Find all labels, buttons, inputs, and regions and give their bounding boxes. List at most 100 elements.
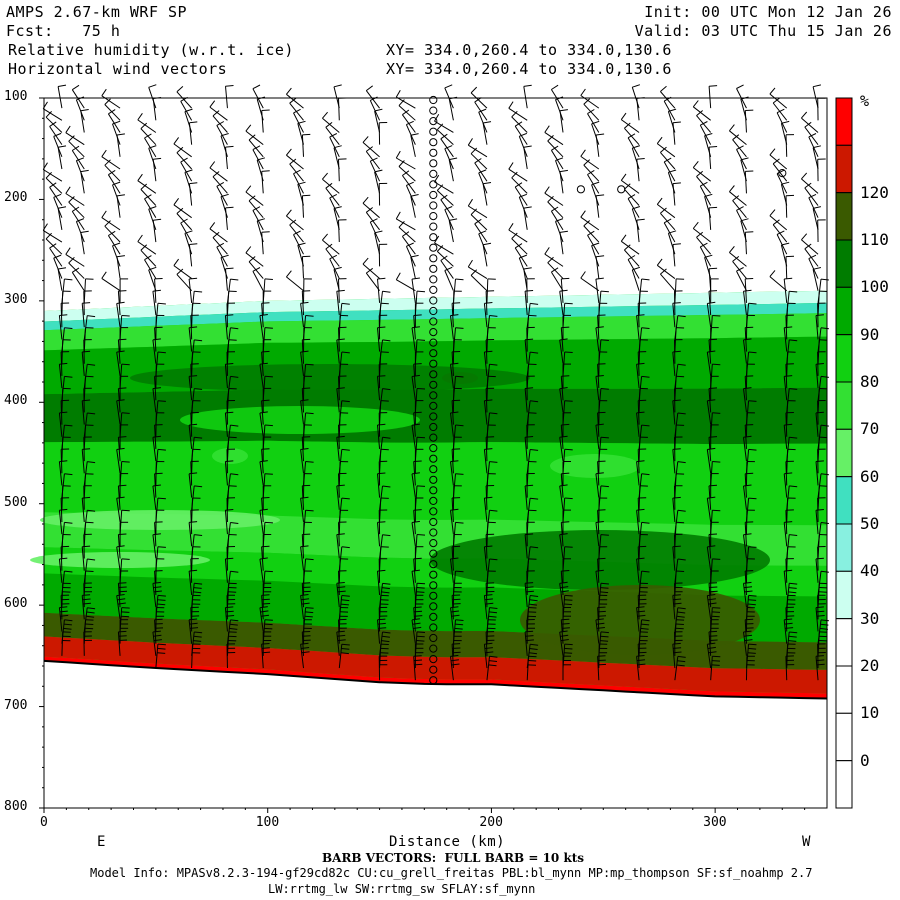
colorbar-bin [835,286,853,336]
field-title-wind: Horizontal wind vectors [8,60,228,78]
calm-circle [429,412,438,421]
calm-circle [429,285,438,294]
calm-circle [429,591,438,600]
calm-circle [429,127,438,136]
calm-circle [429,612,438,622]
barb-column-16 [620,84,650,681]
colorbar-bin [835,476,853,525]
y-tick-label: 200 [4,190,28,206]
colorbar-level-label: 10 [860,703,880,723]
rh-patch-1 [550,454,640,478]
calm-circle [429,507,438,516]
barb-column-5 [209,85,239,669]
calm-circle [429,296,438,305]
colorbar-bin [835,428,853,478]
barb-column-20 [769,87,798,681]
calm-circle [429,539,438,548]
x-tick-label: 100 [255,815,280,830]
calm-circle [429,212,438,221]
colorbar-level-label: 40 [860,561,880,581]
init-time: Init: 00 UTC Mon 12 Jan 26 [644,3,892,21]
rh-patch-2 [180,406,420,434]
rh-band-0 [44,290,827,322]
calm-circle [429,444,438,453]
calm-circle [429,370,438,379]
y-tick-label: 700 [4,697,28,713]
calm-circle [429,328,438,337]
calm-circle [429,475,438,484]
calm-circle [429,602,438,611]
x-left-end-label: E [97,834,106,850]
calm-circle [429,570,438,579]
model-info-line-1: Model Info: MPASv8.2.3-194-gf29cd82c CU:… [90,866,813,880]
barb-column-7 [286,87,314,669]
rh-band-1 [44,302,827,331]
calm-circle-upper-2 [778,169,787,178]
calm-circle-upper-1 [617,185,626,194]
calm-circle [429,581,438,590]
colorbar-level-label: 20 [860,656,880,675]
colorbar-bin [835,334,853,383]
colorbar-unit: % [860,92,870,110]
calm-circle [429,148,438,157]
calm-circle [429,169,438,178]
calm-circle [429,306,438,316]
barb-column-18 [692,85,721,681]
colorbar-level-label: 0 [860,750,870,770]
barb-note: BARB VECTORS: FULL BARB = 10 kts [322,851,585,865]
barb-column-0 [42,84,73,656]
calm-circle [429,254,438,263]
colorbar-level-label: 90 [860,324,880,344]
y-tick-label: 400 [4,393,28,409]
rh-band-2 [44,313,827,351]
barb-column-1 [65,84,96,656]
calm-circle [429,633,438,643]
barb-column-21 [801,84,829,681]
forecast-hour: Fcst: 75 h [6,22,121,40]
colorbar-bin [835,192,853,241]
calm-circle [429,549,438,558]
calm-circle [429,233,438,242]
barb-column-9 [362,85,391,681]
calm-circle [429,275,438,284]
colorbar-level-label: 70 [860,419,880,439]
barb-column-13 [508,84,539,681]
calm-circle [429,201,438,210]
calm-circle [429,264,438,273]
calm-circle [429,190,438,200]
calm-circle [429,243,438,252]
calm-circle [429,380,438,389]
colorbar-level-label: 60 [860,466,880,486]
cross-section-endpoints-1: XY= 334.0,260.4 to 334.0,130.6 [386,41,672,59]
rh-band-11 [44,656,827,699]
calm-circle [429,422,438,432]
barb-column-4 [173,86,203,669]
y-tick-label: 600 [4,596,28,612]
barb-column-15 [580,88,609,681]
rh-patch-7 [30,552,210,568]
x-tick-label: 0 [40,815,48,830]
colorbar-bin [835,144,853,194]
calm-circle [429,623,438,632]
calm-circle [429,486,438,495]
calm-circle [429,180,438,189]
valid-time: Valid: 03 UTC Thu 15 Jan 26 [634,22,892,40]
calm-wind-circles [429,95,787,685]
calm-circle [429,644,438,653]
y-tick-label: 800 [4,799,28,814]
x-axis-title: Distance (km) [389,834,506,850]
barb-column-10 [395,89,426,681]
calm-circle [429,454,438,463]
model-title: AMPS 2.67-km WRF SP [6,3,188,21]
colorbar-bin [835,665,853,714]
rh-band-10 [44,636,827,694]
barb-column-12 [467,86,498,681]
calm-circle [429,159,438,168]
calm-circle [429,665,438,674]
colorbar-bin [835,97,853,146]
calm-circle [429,465,438,474]
x-tick-label: 300 [703,815,727,830]
barb-column-14 [544,84,573,681]
model-info-line-2: LW:rrtmg_lw SW:rrtmg_sw SFLAY:sf_mynn [268,882,536,896]
calm-circle [429,138,438,147]
